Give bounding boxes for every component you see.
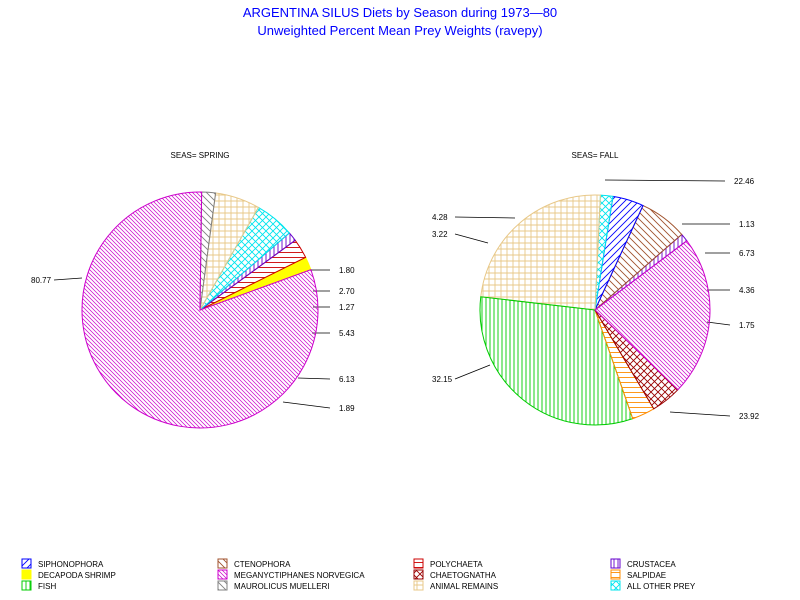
slice-value-label: 1.13 (739, 220, 755, 229)
legend-swatch (217, 569, 228, 580)
legend-item-meganyctiphanes: MEGANYCTIPHANES NORVEGICA (217, 569, 365, 580)
slice-value-label: 4.28 (432, 213, 448, 222)
slice-callout-line (706, 321, 731, 326)
slice-value-label: 1.80 (339, 266, 355, 275)
pie-panel-label: SEAS= FALL (572, 151, 619, 160)
slice-callout-line (454, 364, 491, 380)
legend-swatch (413, 580, 424, 591)
pie-slice-animal_remains (480, 194, 601, 311)
legend-label: ANIMAL REMAINS (430, 582, 498, 591)
slice-value-label: 3.22 (432, 230, 448, 239)
legend-label: CHAETOGNATHA (430, 571, 497, 580)
legend-item-siphonophora: SIPHONOPHORA (21, 558, 104, 569)
pie-0: SEAS= SPRING 1.80 2.70 1.27 5.43 6.13 1.89 80.7… (31, 151, 355, 429)
legend-item-animal_remains: ANIMAL REMAINS (413, 580, 498, 591)
legend-label: POLYCHAETA (430, 560, 483, 569)
legend-label: MAUROLICUS MUELLERI (234, 582, 330, 591)
legend: SIPHONOPHORA CTENOPHORA POLYCHAETA CRUSTACE… (21, 558, 696, 591)
legend-item-crustacea: CRUSTACEA (610, 558, 676, 569)
legend-swatch (610, 569, 621, 580)
slice-value-label: 2.70 (339, 287, 355, 296)
legend-item-polychaeta: POLYCHAETA (413, 558, 483, 569)
slice-value-label: 23.92 (739, 412, 760, 421)
slice-callout-line (454, 216, 516, 219)
slice-value-label: 1.27 (339, 303, 355, 312)
legend-label: DECAPODA SHRIMP (38, 571, 116, 580)
slice-value-label: 1.75 (739, 321, 755, 330)
pie-slice-meganyctiphanes (81, 191, 319, 429)
legend-label: CTENOPHORA (234, 560, 291, 569)
legend-item-ctenophora: CTENOPHORA (217, 558, 291, 569)
slice-value-label: 32.15 (432, 375, 453, 384)
legend-item-chaetognatha: CHAETOGNATHA (413, 569, 497, 580)
legend-label: ALL OTHER PREY (627, 582, 696, 591)
slice-callout-line (282, 401, 331, 409)
slice-value-label: 4.36 (739, 286, 755, 295)
pie-slice-fish (479, 296, 634, 426)
legend-item-all_other: ALL OTHER PREY (610, 580, 696, 591)
slice-callout-line (669, 411, 731, 417)
slice-value-label: 22.46 (734, 177, 755, 186)
legend-swatch (610, 558, 621, 569)
legend-item-fish: FISH (21, 580, 56, 591)
slice-value-label: 6.73 (739, 249, 755, 258)
legend-item-maurolicus: MAUROLICUS MUELLERI (217, 580, 330, 591)
legend-item-salpidae: SALPIDAE (610, 569, 666, 580)
legend-swatch (217, 558, 228, 569)
legend-swatch (21, 569, 32, 580)
legend-swatch (413, 558, 424, 569)
legend-label: SIPHONOPHORA (38, 560, 104, 569)
slice-callout-line (297, 377, 331, 380)
legend-swatch (21, 580, 32, 591)
pie-slice-meganyctiphanes (594, 240, 711, 391)
legend-item-decapoda_shrimp: DECAPODA SHRIMP (21, 569, 116, 580)
legend-swatch (610, 580, 621, 591)
slice-callout-line (454, 233, 489, 244)
slice-value-label: 1.89 (339, 404, 355, 413)
chart-title: ARGENTINA SILUS Diets by Season during 1… (243, 5, 557, 20)
chart-subtitle: Unweighted Percent Mean Prey Weights (ra… (257, 23, 542, 38)
pie-1: SEAS= FALL 1.13 6.73 4.36 1.75 23.92 32.15 3.22… (432, 151, 760, 426)
pie-panel-label: SEAS= SPRING (171, 151, 230, 160)
legend-swatch (217, 580, 228, 591)
slice-callout-line (604, 179, 726, 182)
legend-label: CRUSTACEA (627, 560, 676, 569)
legend-label: MEGANYCTIPHANES NORVEGICA (234, 571, 365, 580)
legend-swatch (413, 569, 424, 580)
slice-callout-line (53, 277, 83, 281)
legend-swatch (21, 558, 32, 569)
slice-value-label: 5.43 (339, 329, 355, 338)
slice-value-label: 6.13 (339, 375, 355, 384)
legend-label: FISH (38, 582, 56, 591)
pies-group: SEAS= SPRING 1.80 2.70 1.27 5.43 6.13 1.89 80.7… (31, 151, 760, 429)
legend-label: SALPIDAE (627, 571, 666, 580)
slice-value-label: 80.77 (31, 276, 52, 285)
